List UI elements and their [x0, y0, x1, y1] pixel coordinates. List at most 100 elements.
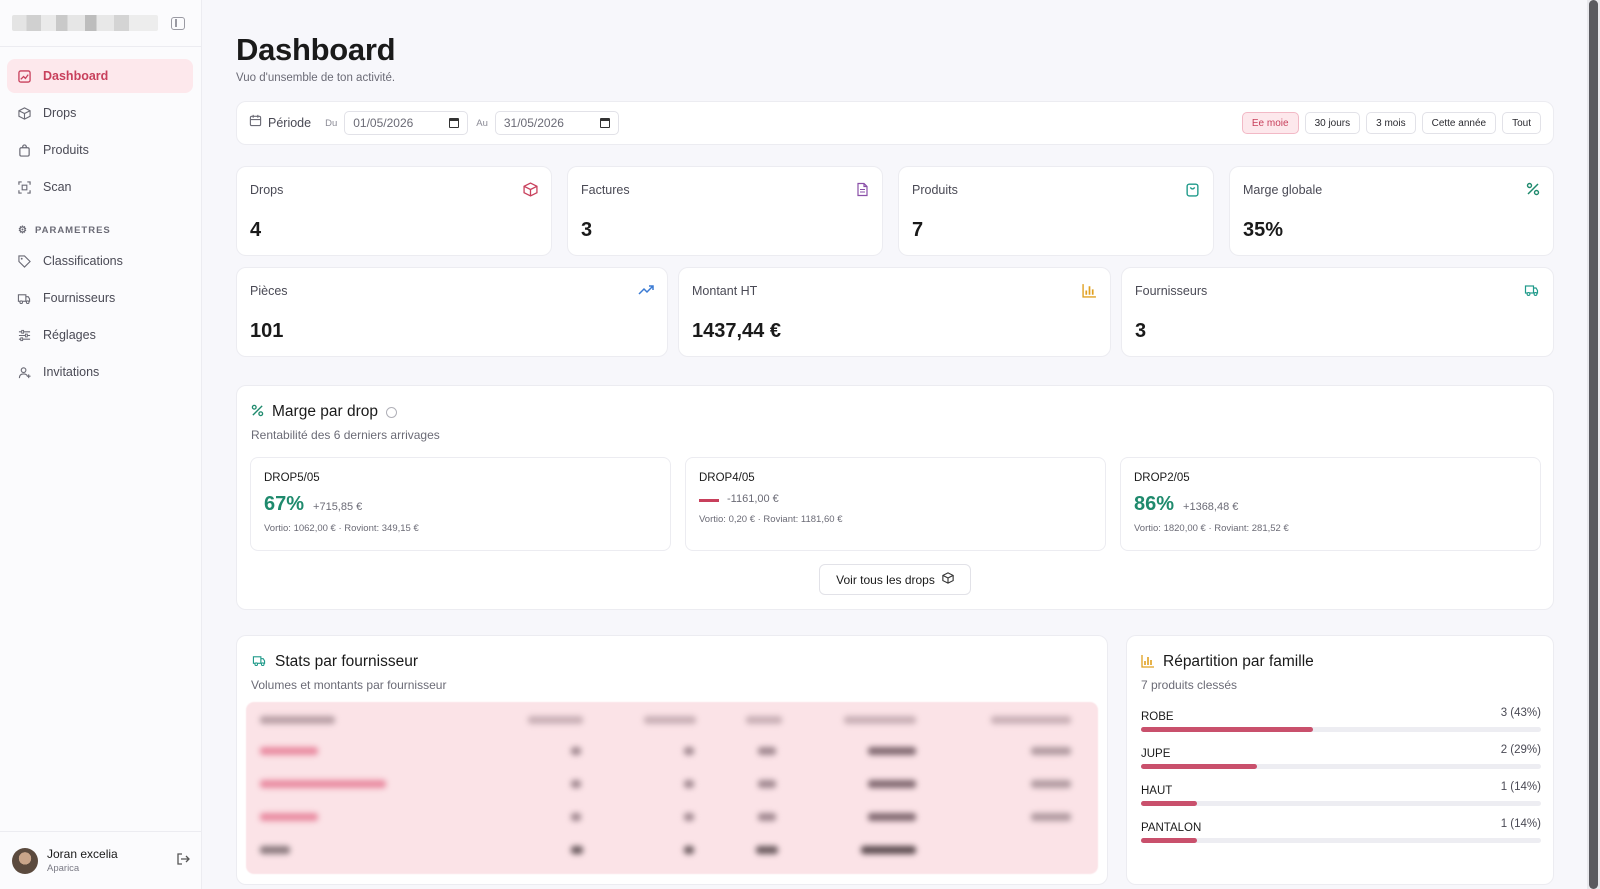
- stat-value: 35%: [1243, 219, 1284, 241]
- sidebar-item-fournisseurs[interactable]: Fournisseurs: [7, 281, 193, 315]
- date-to-input[interactable]: 31/05/2026: [494, 111, 619, 135]
- sidebar-item-label: Scan: [43, 180, 72, 194]
- supplier-table-redacted: [246, 702, 1098, 874]
- stat-value: 3: [1135, 320, 1147, 342]
- bar-chart-icon: [1141, 654, 1155, 671]
- sidebar-item-invitations[interactable]: Invitations: [7, 355, 193, 389]
- stat-value: 1437,44 €: [692, 320, 781, 342]
- cube-icon: [17, 106, 31, 120]
- sidebar: Dashboard Drops Produits Scan ⚙ PARAMETR…: [0, 0, 202, 889]
- stat-value: 7: [912, 219, 924, 241]
- family-row: HAUT 1 (14%): [1141, 781, 1541, 806]
- bar-chart-icon: [1082, 283, 1097, 301]
- sidebar-item-label: Classifications: [43, 254, 123, 268]
- drop-margin-percent: 67%: [264, 493, 305, 515]
- sidebar-item-label: Fournisseurs: [43, 291, 116, 305]
- truck-icon: [1523, 283, 1540, 300]
- section-subtitle: Volumes et montants par fournisseur: [251, 678, 447, 692]
- drop-name: DROP5/05: [264, 472, 320, 484]
- percent-icon: [251, 404, 264, 420]
- family-bar-track: [1141, 727, 1541, 732]
- page-scrollbar[interactable]: [1587, 0, 1600, 889]
- cube-icon: [942, 572, 954, 587]
- sidebar-toggle-icon[interactable]: [171, 16, 185, 30]
- stat-card-drops: Drops 4: [236, 166, 552, 256]
- drop-card[interactable]: DROP4/05 -1161,00 € Vortio: 0,20 € · Rov…: [685, 457, 1106, 551]
- stat-label: Marge globale: [1243, 183, 1323, 197]
- sidebar-item-produits[interactable]: Produits: [7, 133, 193, 167]
- section-subtitle: 7 produits clessés: [1141, 678, 1238, 692]
- family-label: ROBE: [1141, 711, 1174, 723]
- brand-logo: [12, 15, 158, 31]
- dashboard-icon: [17, 69, 31, 83]
- negative-margin-indicator: [699, 499, 719, 502]
- date-to-value: 31/05/2026: [503, 116, 564, 130]
- section-subtitle: Rentabilité des 6 derniers arrivages: [251, 428, 440, 442]
- family-value: 1 (14%): [1500, 818, 1541, 830]
- period-this-month-button[interactable]: Ee moie: [1241, 112, 1299, 134]
- truck-icon: [17, 291, 31, 305]
- family-value: 1 (14%): [1500, 781, 1541, 793]
- period-this-year-button[interactable]: Cette année: [1421, 112, 1497, 134]
- avatar[interactable]: [12, 847, 38, 874]
- period-label: Période: [268, 116, 312, 130]
- marge-par-drop-card: Marge par drop Rentabilité des 6 dernier…: [236, 385, 1554, 610]
- sidebar-item-classifications[interactable]: Classifications: [7, 244, 193, 278]
- stat-card-pieces: Pièces 101: [236, 267, 668, 357]
- info-icon[interactable]: [385, 406, 397, 418]
- view-all-drops-button[interactable]: Voir tous les drops: [819, 564, 971, 595]
- sidebar-item-drops[interactable]: Drops: [7, 96, 193, 130]
- date-from-input[interactable]: 01/05/2026: [344, 111, 469, 135]
- family-bar-track: [1141, 801, 1541, 806]
- sidebar-item-dashboard[interactable]: Dashboard: [7, 59, 193, 93]
- trending-up-icon: [638, 283, 654, 299]
- repartition-famille-card: Répartition par famille 7 produits cless…: [1126, 635, 1554, 885]
- family-bar-fill: [1141, 801, 1197, 806]
- period-3-months-button[interactable]: 3 mois: [1366, 112, 1416, 134]
- sidebar-item-label: Réglages: [43, 328, 96, 342]
- section-title-text: Marge par drop: [272, 403, 378, 420]
- scan-icon: [17, 180, 31, 194]
- stat-card-fournisseurs: Fournisseurs 3: [1121, 267, 1554, 357]
- family-label: PANTALON: [1141, 822, 1202, 834]
- user-plus-icon: [17, 365, 31, 379]
- user-menu[interactable]: Joran excelia Aparica: [0, 831, 202, 889]
- shopping-bag-icon: [1185, 182, 1200, 200]
- family-bar-fill: [1141, 727, 1313, 732]
- stat-card-montant-ht: Montant HT 1437,44 €: [678, 267, 1111, 357]
- period-30-days-button[interactable]: 30 jours: [1304, 112, 1361, 134]
- drop-card[interactable]: DROP5/05 67% +715,85 € Vortio: 1062,00 €…: [250, 457, 671, 551]
- drop-name: DROP4/05: [699, 472, 755, 484]
- sidebar-item-label: Invitations: [43, 365, 100, 379]
- calendar-icon: [249, 114, 262, 132]
- calendar-picker-icon[interactable]: [599, 118, 610, 128]
- user-org: Aparica: [47, 863, 80, 874]
- drop-name: DROP2/05: [1134, 472, 1190, 484]
- sidebar-item-scan[interactable]: Scan: [7, 170, 193, 204]
- sidebar-item-label: Dashboard: [43, 69, 109, 83]
- section-title: Répartition par famille: [1141, 653, 1314, 671]
- drop-detail: Vortio: 0,20 € · Roviant: 1181,60 €: [699, 514, 843, 525]
- stats-fournisseur-card: Stats par fournisseur Volumes et montant…: [236, 635, 1108, 885]
- calendar-picker-icon[interactable]: [449, 118, 460, 128]
- sidebar-item-reglages[interactable]: Réglages: [7, 318, 193, 352]
- family-row: ROBE 3 (43%): [1141, 707, 1541, 732]
- stat-label: Montant HT: [692, 284, 758, 298]
- family-value: 3 (43%): [1500, 707, 1541, 719]
- shopping-bag-icon: [17, 143, 31, 157]
- period-presets: Ee moie 30 jours 3 mois Cette année Tout: [1241, 112, 1541, 134]
- stat-value: 4: [250, 219, 262, 241]
- drop-detail: Vortio: 1062,00 € · Roviont: 349,15 €: [264, 523, 419, 534]
- period-filter: Période Du 01/05/2026 Au 31/05/2026 Ee m…: [236, 101, 1554, 145]
- stat-label: Produits: [912, 183, 958, 197]
- gear-icon: ⚙: [18, 225, 28, 236]
- logout-icon[interactable]: [176, 852, 190, 869]
- family-label: HAUT: [1141, 785, 1173, 797]
- stat-value: 3: [581, 219, 593, 241]
- period-all-button[interactable]: Tout: [1502, 112, 1541, 134]
- drop-card[interactable]: DROP2/05 86% +1368,48 € Vortio: 1820,00 …: [1120, 457, 1541, 551]
- scrollbar-thumb[interactable]: [1589, 0, 1598, 889]
- sidebar-section-parametres: ⚙ PARAMETRES: [7, 207, 193, 244]
- stat-value: 101: [250, 320, 284, 342]
- percent-icon: [1526, 182, 1540, 199]
